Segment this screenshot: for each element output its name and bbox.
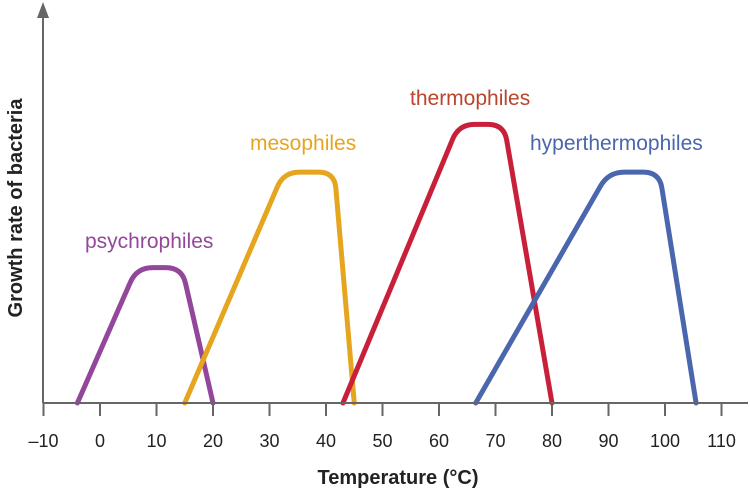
x-tick-label: 90 <box>598 431 618 451</box>
series-curve-psychrophiles <box>74 265 216 406</box>
x-tick-label: 60 <box>429 431 449 451</box>
series-curve-thermophiles <box>340 121 555 406</box>
series-label-thermophiles: thermophiles <box>410 87 530 110</box>
x-tick-label: 70 <box>485 431 505 451</box>
series-curve-hyperthermophiles <box>473 169 699 406</box>
x-axis-title: Temperature (°C) <box>318 467 479 489</box>
x-tick-label: 100 <box>650 431 680 451</box>
x-tick-label: 50 <box>372 431 392 451</box>
x-tick-label: 20 <box>203 431 223 451</box>
series-label-mesophiles: mesophiles <box>250 132 356 155</box>
x-tick-label: –10 <box>28 431 58 451</box>
series-curve-mesophiles <box>182 169 357 406</box>
x-tick-label: 30 <box>259 431 279 451</box>
series-label-psychrophiles: psychrophiles <box>85 230 213 253</box>
y-axis-arrow-icon <box>37 2 49 18</box>
x-tick-label: 40 <box>316 431 336 451</box>
x-tick-label: 110 <box>707 431 736 451</box>
series-label-hyperthermophiles: hyperthermophiles <box>530 132 703 155</box>
y-axis-title: Growth rate of bacteria <box>5 98 27 318</box>
x-tick-label: 80 <box>542 431 562 451</box>
x-tick-label: 0 <box>95 431 105 451</box>
x-tick-label: 10 <box>146 431 166 451</box>
